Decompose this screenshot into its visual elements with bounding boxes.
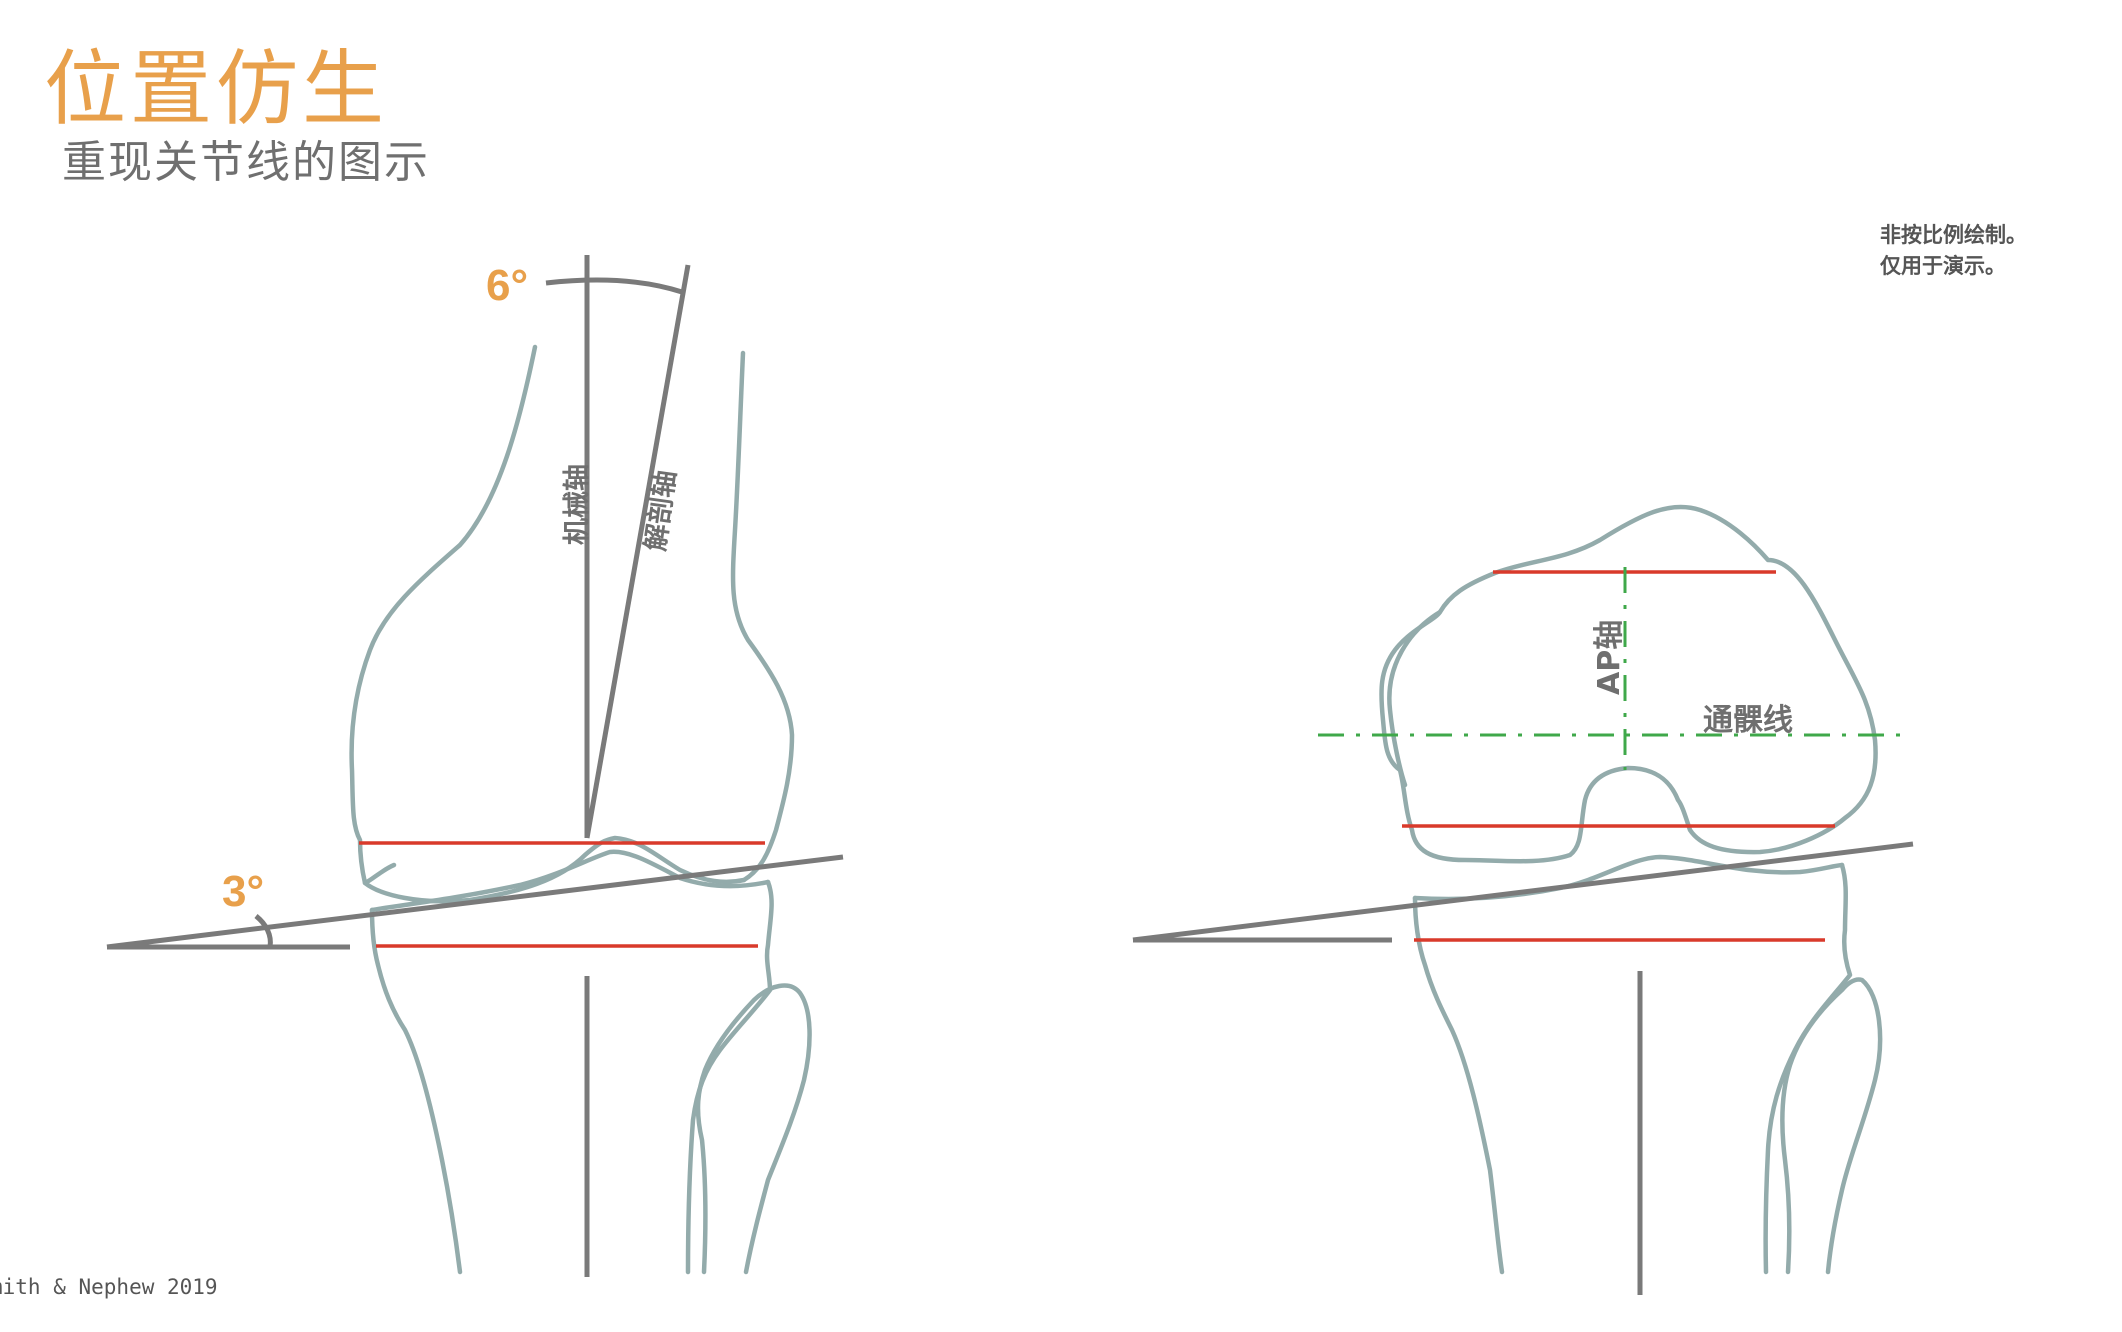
femur-endview-outline	[1379, 504, 1878, 864]
femur-right-outline	[730, 350, 795, 883]
joint-line-tilted	[106, 854, 844, 950]
right-knee-diagram: AP轴 通髁线	[1132, 504, 1914, 1295]
tibia-left-outline	[369, 907, 463, 1275]
copyright-text: mith & Nephew 2019	[0, 1275, 218, 1299]
page-title: 位置仿生	[44, 42, 389, 137]
six-degree-arc	[545, 277, 683, 295]
ap-axis-label: AP轴	[1592, 620, 1627, 695]
anatomical-axis-line	[584, 264, 691, 839]
disclaimer-line-1: 非按比例绘制。	[1880, 223, 2027, 247]
page-subtitle: 重现关节线的图示	[62, 137, 430, 188]
tibia-plateau-outline	[369, 849, 771, 913]
lateral-condyle-outline	[1387, 609, 1443, 788]
scale-disclaimer: 非按比例绘制。 仅用于演示。	[1880, 220, 2027, 282]
mechanical-axis-label: 机械轴	[562, 464, 593, 545]
left-knee-diagram: 6° 3° 机械轴 解剖轴	[106, 255, 844, 1277]
three-degree-arc	[254, 914, 273, 948]
fibula-outline	[695, 983, 812, 1275]
tibia-left-right-outline	[1412, 895, 1505, 1275]
femur-left-outline	[349, 344, 538, 886]
joint-line-tilted-right	[1132, 841, 1914, 943]
fibula-right-outline	[1780, 977, 1883, 1275]
tibia-right-outline	[685, 879, 774, 1275]
transepicondylar-label: 通髁线	[1703, 703, 1793, 738]
disclaimer-line-2: 仅用于演示。	[1880, 254, 2006, 278]
angle-6-label: 6°	[486, 261, 528, 310]
angle-3-label: 3°	[222, 867, 264, 916]
anatomical-axis-label: 解剖轴	[639, 468, 682, 553]
